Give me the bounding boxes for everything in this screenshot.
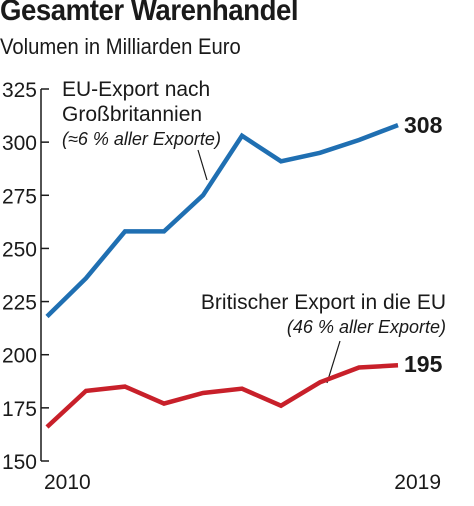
y-tick-label: 150: [2, 451, 37, 474]
y-tick-label: 300: [2, 132, 37, 155]
series-label-eu-export-line2: Großbritannien: [62, 103, 202, 126]
x-tick-label: 2010: [44, 471, 91, 494]
series-label-uk-export: Britischer Export in die EU: [201, 291, 446, 314]
y-tick-label: 175: [2, 398, 37, 421]
y-tick-label: 325: [2, 79, 37, 102]
y-tick-label: 225: [2, 292, 37, 315]
chart-title: Gesamter Warenhandel: [0, 0, 299, 27]
series-line-uk-export: [45, 363, 399, 429]
leader-line-uk-export: [326, 340, 341, 384]
y-tick-label: 250: [2, 238, 37, 261]
series-note-uk-export: (46 % aller Exporte): [287, 317, 446, 337]
series-note-eu-export: (≈6 % aller Exporte): [62, 129, 221, 149]
end-value-uk-export: 195: [404, 351, 443, 377]
y-tick-label: 275: [2, 185, 37, 208]
series-label-eu-export-line1: EU-Export nach: [62, 78, 210, 101]
y-tick-label: 200: [2, 345, 37, 368]
chart-subtitle: Volumen in Milliarden Euro: [0, 34, 241, 59]
series-line-eu-export: [45, 122, 399, 319]
leader-line-eu-export: [197, 149, 208, 181]
x-tick-label: 2019: [394, 471, 441, 494]
end-value-eu-export: 308: [404, 112, 443, 138]
